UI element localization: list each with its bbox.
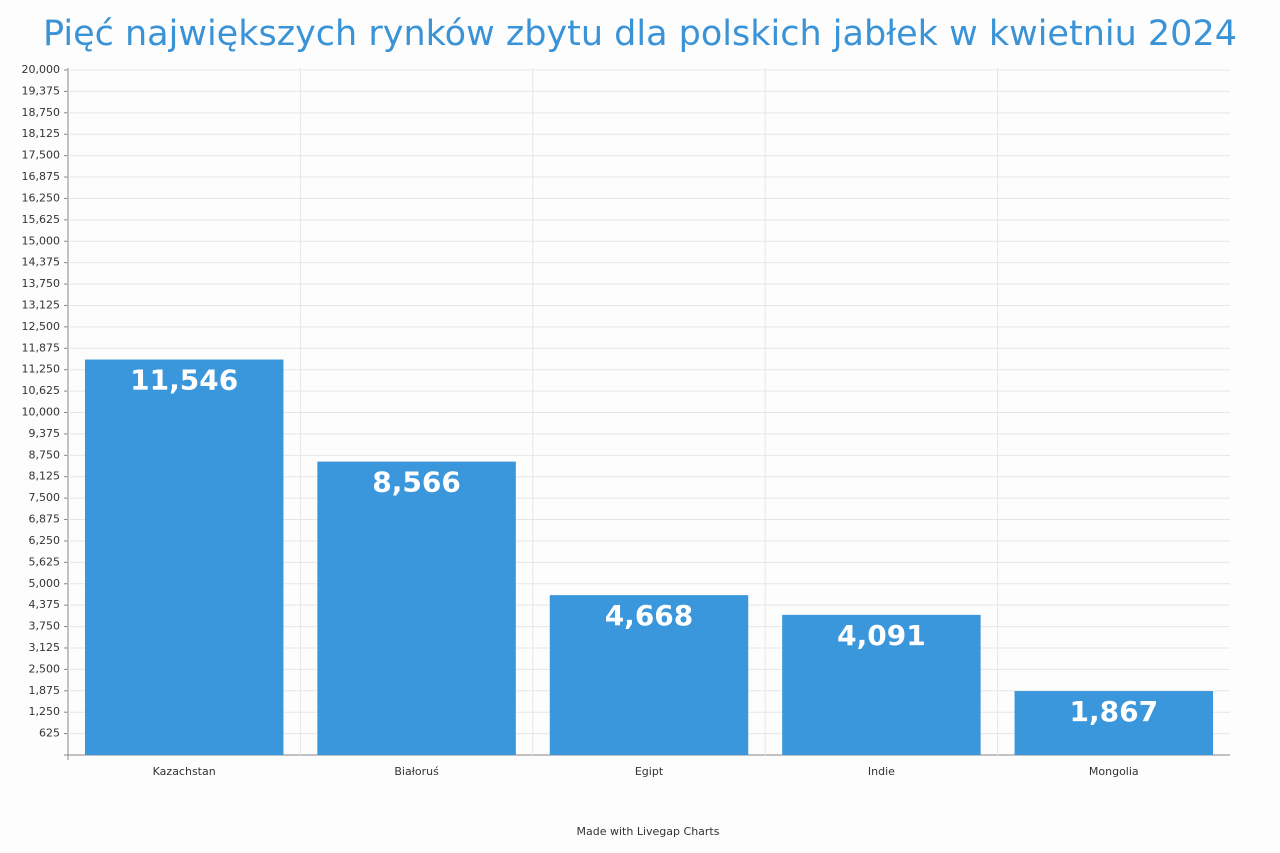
x-tick-label: Kazachstan — [153, 765, 216, 778]
value-label: 8,566 — [372, 466, 461, 499]
x-tick-label: Mongolia — [1089, 765, 1139, 778]
y-tick-label: 13,125 — [22, 298, 61, 311]
y-tick-label: 6,875 — [29, 513, 61, 526]
y-tick-label: 16,875 — [22, 170, 61, 183]
bar — [782, 614, 981, 755]
value-label: 11,546 — [130, 364, 238, 397]
y-tick-label: 3,125 — [29, 641, 61, 654]
chart-title: Pięć największych rynków zbytu dla polsk… — [43, 14, 1237, 54]
y-tick-label: 3,750 — [29, 620, 61, 633]
y-tick-label: 17,500 — [22, 149, 61, 162]
value-label: 4,668 — [605, 599, 694, 632]
y-tick-label: 8,125 — [29, 470, 61, 483]
y-tick-label: 16,250 — [22, 191, 61, 204]
value-label: 4,091 — [837, 619, 926, 652]
bar — [1014, 691, 1214, 755]
y-tick-label: 5,000 — [29, 577, 61, 590]
y-tick-label: 8,750 — [29, 448, 61, 461]
y-tick-label: 18,125 — [22, 127, 61, 140]
y-tick-label: 1,250 — [29, 705, 61, 718]
y-tick-label: 13,750 — [22, 277, 61, 290]
x-tick-label: Białoruś — [394, 765, 439, 778]
y-tick-label: 15,000 — [22, 234, 61, 247]
y-tick-label: 14,375 — [22, 256, 61, 269]
footer: Made with Livegap Charts — [577, 825, 720, 838]
y-tick-label: 20,000 — [22, 63, 61, 76]
y-tick-label: 10,000 — [22, 406, 61, 419]
value-label: 1,867 — [1070, 695, 1159, 728]
y-tick-label: 625 — [39, 727, 60, 740]
y-tick-label: 10,625 — [22, 384, 61, 397]
y-tick-label: 19,375 — [22, 84, 61, 97]
y-tick-label: 15,625 — [22, 213, 61, 226]
bar — [84, 359, 284, 755]
y-tick-label: 11,250 — [22, 363, 61, 376]
y-tick-label: 18,750 — [22, 106, 61, 119]
y-tick-label: 4,375 — [29, 598, 61, 611]
bar — [317, 461, 516, 755]
bar — [549, 595, 749, 755]
y-tick-label: 11,875 — [22, 341, 61, 354]
x-tick-label: Indie — [868, 765, 895, 778]
x-tick-label: Egipt — [635, 765, 664, 778]
y-tick-label: 12,500 — [22, 320, 61, 333]
y-tick-label: 6,250 — [29, 534, 61, 547]
y-tick-label: 5,625 — [29, 555, 61, 568]
y-tick-label: 1,875 — [29, 684, 61, 697]
y-tick-label: 7,500 — [29, 491, 61, 504]
y-tick-label: 2,500 — [29, 662, 61, 675]
y-tick-label: 9,375 — [29, 427, 61, 440]
